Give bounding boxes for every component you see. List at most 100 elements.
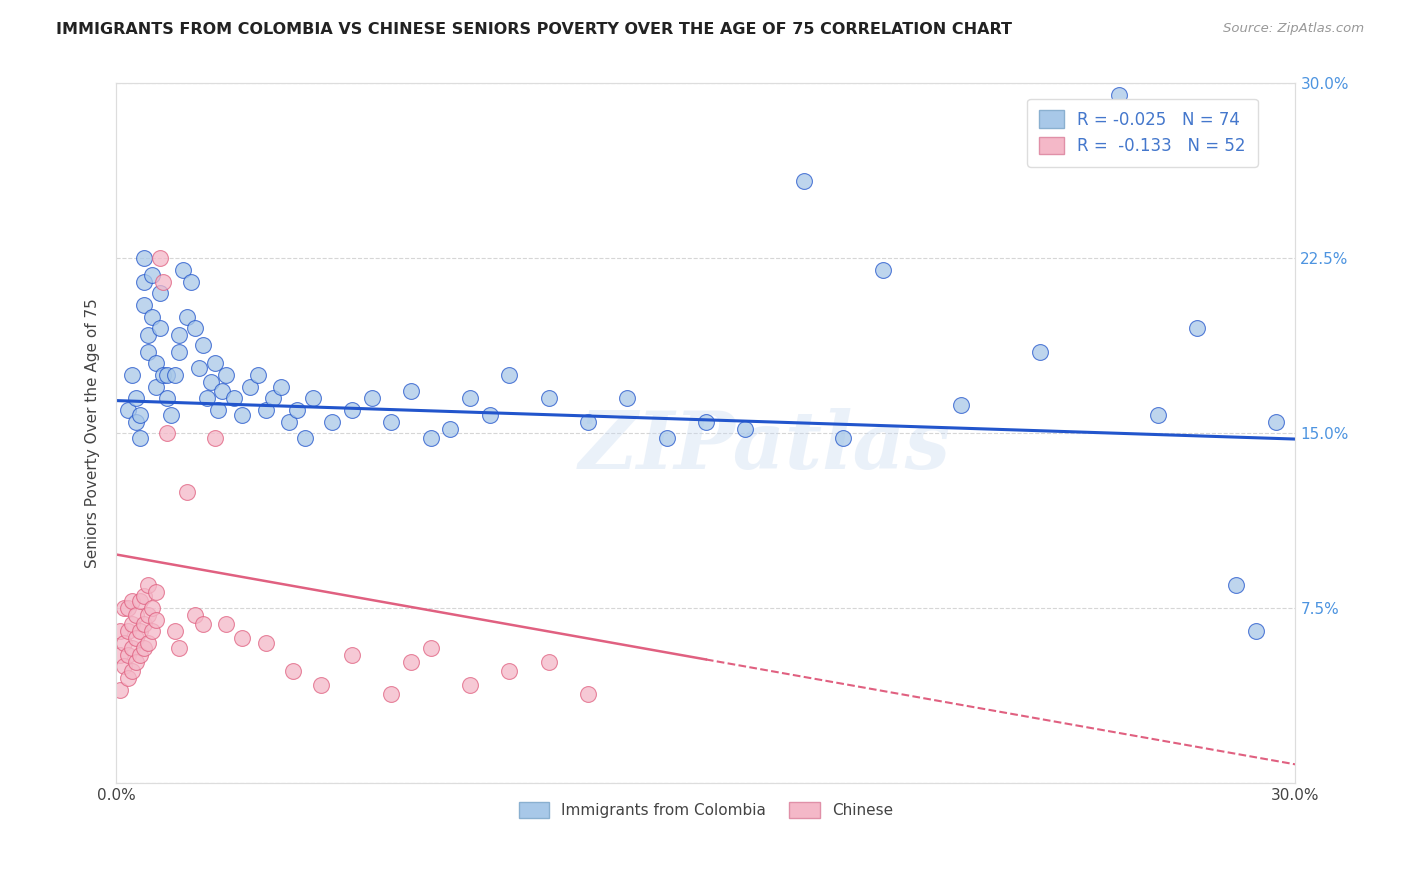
Point — [200, 375, 222, 389]
Point — [1185, 321, 1208, 335]
Point — [141, 601, 163, 615]
Point — [285, 403, 308, 417]
Point — [145, 356, 167, 370]
Point — [231, 408, 253, 422]
Point — [136, 328, 159, 343]
Point — [156, 391, 179, 405]
Point — [121, 664, 143, 678]
Point — [165, 624, 187, 639]
Point — [121, 617, 143, 632]
Point — [211, 384, 233, 399]
Point — [1244, 624, 1267, 639]
Point — [950, 398, 973, 412]
Point — [231, 632, 253, 646]
Point — [254, 636, 277, 650]
Point — [734, 421, 756, 435]
Point — [207, 403, 229, 417]
Point — [132, 275, 155, 289]
Point — [281, 664, 304, 678]
Point — [204, 431, 226, 445]
Point — [125, 415, 148, 429]
Point — [380, 415, 402, 429]
Point — [872, 263, 894, 277]
Point — [141, 268, 163, 282]
Point — [112, 659, 135, 673]
Point — [141, 310, 163, 324]
Y-axis label: Seniors Poverty Over the Age of 75: Seniors Poverty Over the Age of 75 — [86, 298, 100, 568]
Point — [184, 321, 207, 335]
Point — [117, 648, 139, 662]
Point — [145, 584, 167, 599]
Point — [832, 431, 855, 445]
Point — [1108, 88, 1130, 103]
Point — [458, 678, 481, 692]
Point — [128, 408, 150, 422]
Point — [360, 391, 382, 405]
Point — [145, 613, 167, 627]
Point — [152, 275, 174, 289]
Point — [399, 384, 422, 399]
Point — [270, 379, 292, 393]
Point — [121, 640, 143, 655]
Point — [141, 624, 163, 639]
Point — [655, 431, 678, 445]
Point — [301, 391, 323, 405]
Point — [128, 594, 150, 608]
Point — [112, 601, 135, 615]
Point — [576, 415, 599, 429]
Point — [616, 391, 638, 405]
Point — [263, 391, 285, 405]
Point — [132, 617, 155, 632]
Point — [167, 344, 190, 359]
Point — [1147, 408, 1170, 422]
Point — [1264, 415, 1286, 429]
Point — [128, 624, 150, 639]
Point — [108, 624, 131, 639]
Point — [215, 368, 238, 382]
Point — [176, 484, 198, 499]
Text: ZIPatlas: ZIPatlas — [579, 409, 950, 486]
Point — [294, 431, 316, 445]
Point — [695, 415, 717, 429]
Point — [167, 328, 190, 343]
Point — [191, 617, 214, 632]
Point — [152, 368, 174, 382]
Point — [176, 310, 198, 324]
Point — [187, 360, 209, 375]
Point — [121, 594, 143, 608]
Point — [112, 636, 135, 650]
Point — [117, 624, 139, 639]
Point — [419, 431, 441, 445]
Point — [419, 640, 441, 655]
Point — [136, 636, 159, 650]
Point — [117, 403, 139, 417]
Point — [321, 415, 343, 429]
Point — [537, 655, 560, 669]
Point — [132, 590, 155, 604]
Point — [793, 174, 815, 188]
Point — [132, 298, 155, 312]
Text: IMMIGRANTS FROM COLOMBIA VS CHINESE SENIORS POVERTY OVER THE AGE OF 75 CORRELATI: IMMIGRANTS FROM COLOMBIA VS CHINESE SENI… — [56, 22, 1012, 37]
Point — [156, 426, 179, 441]
Point — [132, 252, 155, 266]
Point — [148, 252, 170, 266]
Point — [180, 275, 202, 289]
Point — [136, 608, 159, 623]
Point — [160, 408, 183, 422]
Point — [117, 671, 139, 685]
Point — [239, 379, 262, 393]
Point — [399, 655, 422, 669]
Point — [125, 391, 148, 405]
Point — [278, 415, 301, 429]
Point — [254, 403, 277, 417]
Point — [165, 368, 187, 382]
Point — [458, 391, 481, 405]
Point — [309, 678, 332, 692]
Point — [108, 648, 131, 662]
Point — [204, 356, 226, 370]
Point — [224, 391, 246, 405]
Point — [439, 421, 461, 435]
Point — [537, 391, 560, 405]
Point — [478, 408, 501, 422]
Point — [125, 632, 148, 646]
